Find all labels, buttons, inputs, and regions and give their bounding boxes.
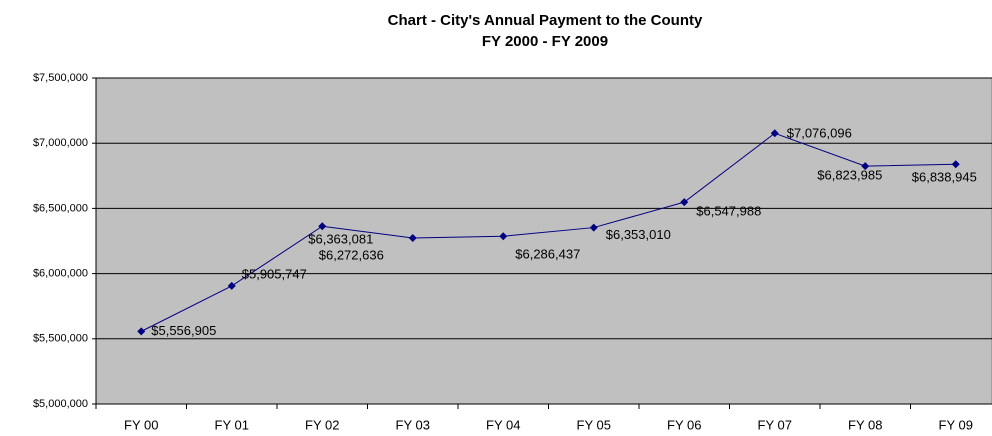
marker — [318, 222, 327, 231]
x-tick-label: FY 05 — [577, 417, 611, 432]
data-label: $6,272,636 — [319, 247, 384, 262]
y-tick-label: $6,500,000 — [33, 202, 88, 214]
data-label: $7,076,096 — [787, 126, 852, 141]
x-tick-label: FY 04 — [486, 417, 520, 432]
data-label: $6,286,437 — [515, 247, 580, 262]
data-label: $5,905,747 — [242, 266, 307, 281]
marker — [589, 223, 598, 232]
marker — [137, 327, 146, 336]
y-tick-label: $7,000,000 — [33, 137, 88, 149]
y-tick-label: $5,500,000 — [33, 333, 88, 345]
x-tick-label: FY 06 — [667, 417, 701, 432]
marker — [680, 198, 689, 207]
plot-area — [95, 77, 992, 405]
data-label: $6,838,945 — [912, 170, 977, 185]
x-tick-label: FY 09 — [939, 417, 973, 432]
data-label: $6,353,010 — [606, 227, 671, 242]
data-label: $6,823,985 — [817, 168, 882, 183]
y-tick-label: $7,500,000 — [33, 72, 88, 84]
data-label: $6,547,988 — [696, 204, 761, 219]
data-label: $6,363,081 — [308, 232, 373, 247]
y-tick-label: $5,000,000 — [33, 398, 88, 410]
x-tick-label: FY 03 — [396, 417, 430, 432]
marker — [227, 281, 236, 290]
y-tick-label: $6,000,000 — [33, 268, 88, 280]
line — [141, 132, 956, 332]
marker — [951, 160, 960, 169]
x-tick-label: FY 08 — [848, 417, 882, 432]
x-tick-label: FY 07 — [758, 417, 792, 432]
marker — [408, 234, 417, 243]
x-tick-label: FY 01 — [215, 417, 249, 432]
data-label: $5,556,905 — [151, 323, 216, 338]
x-tick-label: FY 00 — [124, 417, 158, 432]
marker — [861, 162, 870, 171]
chart-subtitle: FY 2000 - FY 2009 — [482, 33, 608, 50]
chart-title: Chart - City's Annual Payment to the Cou… — [388, 12, 703, 29]
marker — [770, 129, 779, 138]
marker — [499, 232, 508, 241]
x-tick-label: FY 02 — [305, 417, 339, 432]
